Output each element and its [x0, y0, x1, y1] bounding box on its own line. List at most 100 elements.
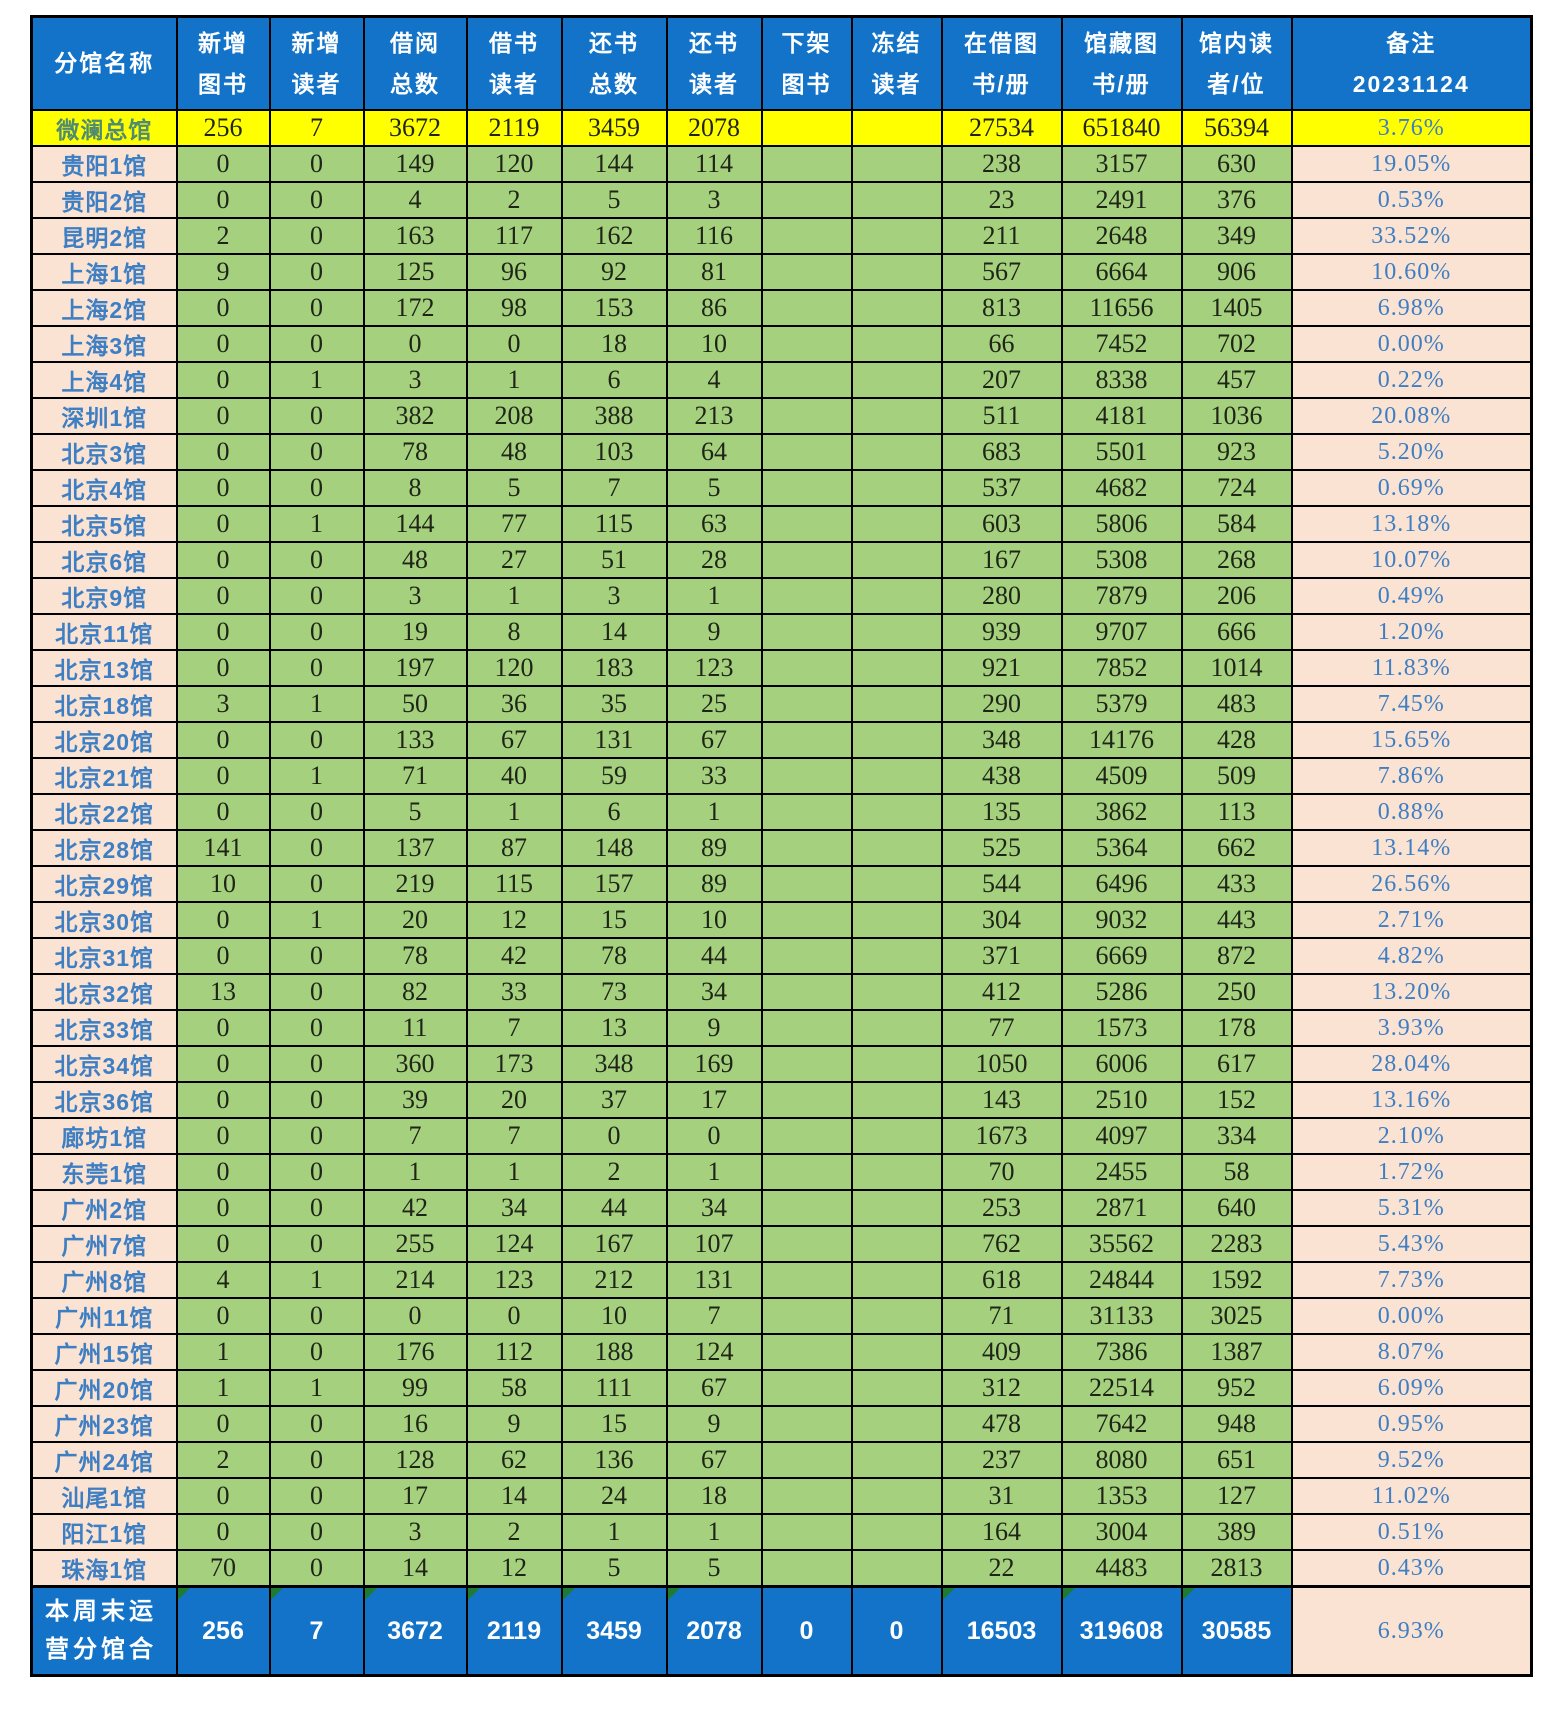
value-cell[interactable]: 1387 — [1180, 1333, 1293, 1371]
header-cell-4[interactable]: 借书 读者 — [465, 15, 563, 111]
value-cell[interactable]: 62 — [465, 1441, 563, 1479]
value-cell[interactable]: 376 — [1180, 181, 1293, 219]
value-cell[interactable]: 0 — [268, 649, 365, 687]
value-cell[interactable]: 0 — [268, 433, 365, 471]
value-cell[interactable]: 33 — [665, 757, 763, 795]
value-cell[interactable]: 0 — [175, 793, 271, 831]
value-cell[interactable]: 0 — [175, 1189, 271, 1227]
value-cell[interactable]: 3459 — [560, 109, 668, 147]
value-cell[interactable]: 48 — [465, 433, 563, 471]
value-cell[interactable] — [850, 289, 943, 327]
value-cell[interactable] — [850, 937, 943, 975]
value-cell[interactable]: 948 — [1180, 1405, 1293, 1443]
value-cell[interactable]: 8 — [362, 469, 468, 507]
value-cell[interactable] — [850, 1405, 943, 1443]
value-cell[interactable]: 0 — [175, 613, 271, 651]
value-cell[interactable]: 71 — [362, 757, 468, 795]
value-cell[interactable]: 0 — [362, 1297, 468, 1335]
header-cell-0[interactable]: 分馆名称 — [30, 15, 178, 111]
value-cell[interactable]: 19 — [362, 613, 468, 651]
value-cell[interactable]: 31133 — [1060, 1297, 1183, 1335]
value-cell[interactable] — [850, 1513, 943, 1551]
value-cell[interactable]: 44 — [560, 1189, 668, 1227]
value-cell[interactable] — [760, 1477, 853, 1515]
value-cell[interactable]: 312 — [940, 1369, 1063, 1407]
value-cell[interactable] — [760, 541, 853, 579]
value-cell[interactable]: 148 — [560, 829, 668, 867]
value-cell[interactable]: 412 — [940, 973, 1063, 1011]
branch-name-cell[interactable]: 广州2馆 — [30, 1189, 178, 1227]
branch-name-cell[interactable]: 北京21馆 — [30, 757, 178, 795]
value-cell[interactable]: 28 — [665, 541, 763, 579]
value-cell[interactable]: 58 — [1180, 1153, 1293, 1191]
value-cell[interactable]: 0 — [268, 469, 365, 507]
remark-cell[interactable]: 13.16% — [1290, 1081, 1533, 1119]
value-cell[interactable]: 1 — [665, 1513, 763, 1551]
value-cell[interactable] — [760, 469, 853, 507]
value-cell[interactable] — [760, 145, 853, 183]
branch-name-cell[interactable]: 北京29馆 — [30, 865, 178, 903]
remark-cell[interactable]: 11.02% — [1290, 1477, 1533, 1515]
value-cell[interactable]: 2455 — [1060, 1153, 1183, 1191]
value-cell[interactable]: 603 — [940, 505, 1063, 543]
value-cell[interactable]: 37 — [560, 1081, 668, 1119]
value-cell[interactable]: 9 — [665, 1405, 763, 1443]
value-cell[interactable] — [760, 793, 853, 831]
value-cell[interactable]: 206 — [1180, 577, 1293, 615]
value-cell[interactable]: 5364 — [1060, 829, 1183, 867]
value-cell[interactable] — [760, 1081, 853, 1119]
branch-name-cell[interactable]: 广州7馆 — [30, 1225, 178, 1263]
value-cell[interactable]: 183 — [560, 649, 668, 687]
value-cell[interactable]: 280 — [940, 577, 1063, 615]
value-cell[interactable] — [850, 397, 943, 435]
value-cell[interactable]: 0 — [175, 433, 271, 471]
value-cell[interactable]: 382 — [362, 397, 468, 435]
value-cell[interactable]: 176 — [362, 1333, 468, 1371]
value-cell[interactable]: 36 — [465, 685, 563, 723]
value-cell[interactable]: 23 — [940, 181, 1063, 219]
value-cell[interactable]: 0 — [175, 397, 271, 435]
branch-name-cell[interactable]: 上海2馆 — [30, 289, 178, 327]
total-value-cell[interactable]: 3672 — [362, 1585, 468, 1677]
value-cell[interactable]: 99 — [362, 1369, 468, 1407]
value-cell[interactable]: 1353 — [1060, 1477, 1183, 1515]
value-cell[interactable] — [850, 757, 943, 795]
value-cell[interactable] — [760, 1441, 853, 1479]
value-cell[interactable]: 0 — [268, 1045, 365, 1083]
value-cell[interactable]: 10 — [560, 1297, 668, 1335]
value-cell[interactable]: 360 — [362, 1045, 468, 1083]
remark-cell[interactable]: 7.86% — [1290, 757, 1533, 795]
value-cell[interactable]: 428 — [1180, 721, 1293, 759]
value-cell[interactable]: 5379 — [1060, 685, 1183, 723]
value-cell[interactable] — [760, 1369, 853, 1407]
value-cell[interactable] — [850, 901, 943, 939]
value-cell[interactable]: 2078 — [665, 109, 763, 147]
value-cell[interactable]: 7642 — [1060, 1405, 1183, 1443]
value-cell[interactable] — [760, 1333, 853, 1371]
value-cell[interactable]: 111 — [560, 1369, 668, 1407]
value-cell[interactable]: 131 — [560, 721, 668, 759]
value-cell[interactable]: 167 — [940, 541, 1063, 579]
value-cell[interactable]: 7386 — [1060, 1333, 1183, 1371]
value-cell[interactable]: 197 — [362, 649, 468, 687]
value-cell[interactable]: 0 — [268, 1153, 365, 1191]
remark-cell[interactable]: 13.18% — [1290, 505, 1533, 543]
value-cell[interactable]: 683 — [940, 433, 1063, 471]
value-cell[interactable] — [850, 253, 943, 291]
value-cell[interactable]: 149 — [362, 145, 468, 183]
value-cell[interactable] — [850, 145, 943, 183]
value-cell[interactable]: 813 — [940, 289, 1063, 327]
value-cell[interactable]: 125 — [362, 253, 468, 291]
total-value-cell[interactable]: 2078 — [665, 1585, 763, 1677]
value-cell[interactable]: 630 — [1180, 145, 1293, 183]
value-cell[interactable] — [850, 217, 943, 255]
remark-cell[interactable]: 0.49% — [1290, 577, 1533, 615]
value-cell[interactable]: 443 — [1180, 901, 1293, 939]
value-cell[interactable]: 6 — [560, 361, 668, 399]
value-cell[interactable]: 1 — [268, 757, 365, 795]
value-cell[interactable]: 124 — [665, 1333, 763, 1371]
value-cell[interactable]: 2871 — [1060, 1189, 1183, 1227]
value-cell[interactable]: 213 — [665, 397, 763, 435]
header-cell-2[interactable]: 新增 读者 — [268, 15, 365, 111]
remark-cell[interactable]: 13.14% — [1290, 829, 1533, 867]
